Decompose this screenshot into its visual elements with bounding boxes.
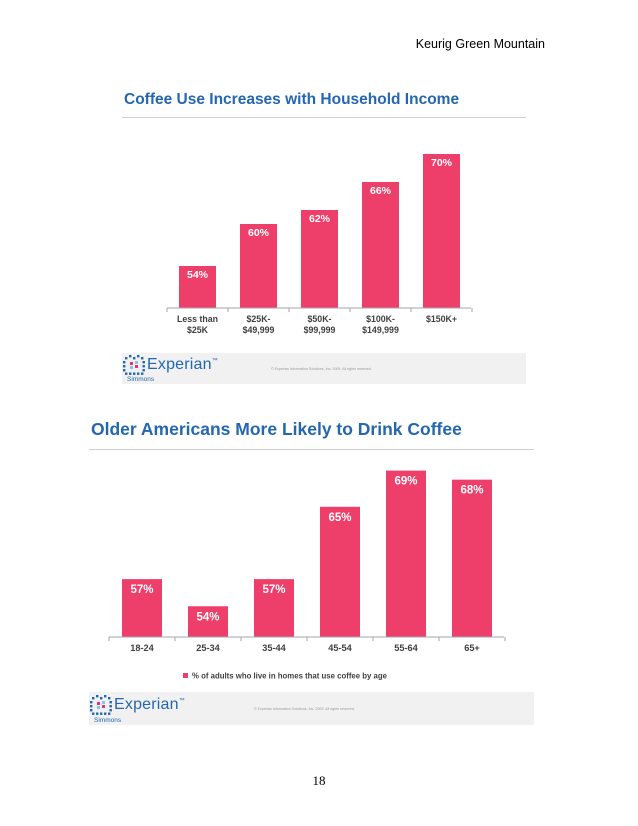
slide-age: Older Americans More Likely to Drink Cof… [86,408,534,726]
bar [122,579,162,637]
bar [386,470,426,637]
slide-title: Older Americans More Likely to Drink Cof… [91,419,462,439]
bar [254,579,294,637]
data-label: 70% [431,157,453,169]
category-label: $50K-$99,999 [304,314,336,335]
bar [301,210,338,308]
copyright-text: © Experian Information Solutions, Inc. 2… [271,367,372,371]
category-label: 45-54 [328,643,352,653]
bar [179,266,216,308]
logo-subtitle: Simmons [94,717,122,724]
data-label: 65% [328,512,351,524]
category-label: $100K-$149,999 [362,314,399,335]
title-divider [89,449,534,450]
age-bar-chart: 57% 18-24 54% 25-34 57% 35-44 65% 45-54 69% 55-64… [108,470,506,681]
legend-square-icon [183,673,188,678]
data-label: 54% [196,611,219,623]
bar [362,182,399,308]
category-label: $150K+ [426,314,457,324]
footer-band [122,353,526,384]
title-divider [122,117,526,118]
copyright-text: © Experian Information Solutions, Inc. 2… [254,707,355,711]
data-label: 54% [187,269,209,281]
category-label: Less than $25K [177,314,218,335]
data-label: 66% [370,185,392,197]
experian-logo: Experian ™ [90,695,185,715]
data-label: 60% [248,227,270,239]
category-label: 25-34 [196,643,220,653]
bar [320,506,360,637]
data-label: 68% [460,485,483,497]
slide-title: Coffee Use Increases with Household Inco… [124,91,460,108]
category-label: 55-64 [394,643,418,653]
data-label: 57% [130,584,153,596]
data-label: 69% [394,476,417,488]
income-bar-chart: 54% Less than $25K 60% $25K-$49,999 62% $50K-$… [166,154,473,364]
legend-label: % of adults who live in homes that use c… [192,672,388,681]
footer-band [89,692,534,725]
bar [188,606,228,637]
page-header: Keurig Green Mountain [415,37,545,51]
data-label: 57% [262,584,285,596]
bar [423,154,460,308]
category-label: 35-44 [262,643,286,653]
category-label: $25K-$49,999 [243,314,275,335]
category-label: 65+ [464,643,480,653]
logo-text: Experian [147,356,212,373]
logo-text: Experian [114,696,179,713]
category-label: 18-24 [130,643,154,653]
slide-income: Coffee Use Increases with Household Inco… [112,80,526,385]
experian-dots-icon [123,355,145,375]
experian-logo: Experian ™ [123,355,218,375]
page-number: 18 [312,773,326,788]
bar [240,224,277,308]
experian-dots-icon [90,695,112,715]
data-label: 62% [309,213,331,225]
logo-subtitle: Simmons [127,376,155,383]
bar [452,479,492,637]
